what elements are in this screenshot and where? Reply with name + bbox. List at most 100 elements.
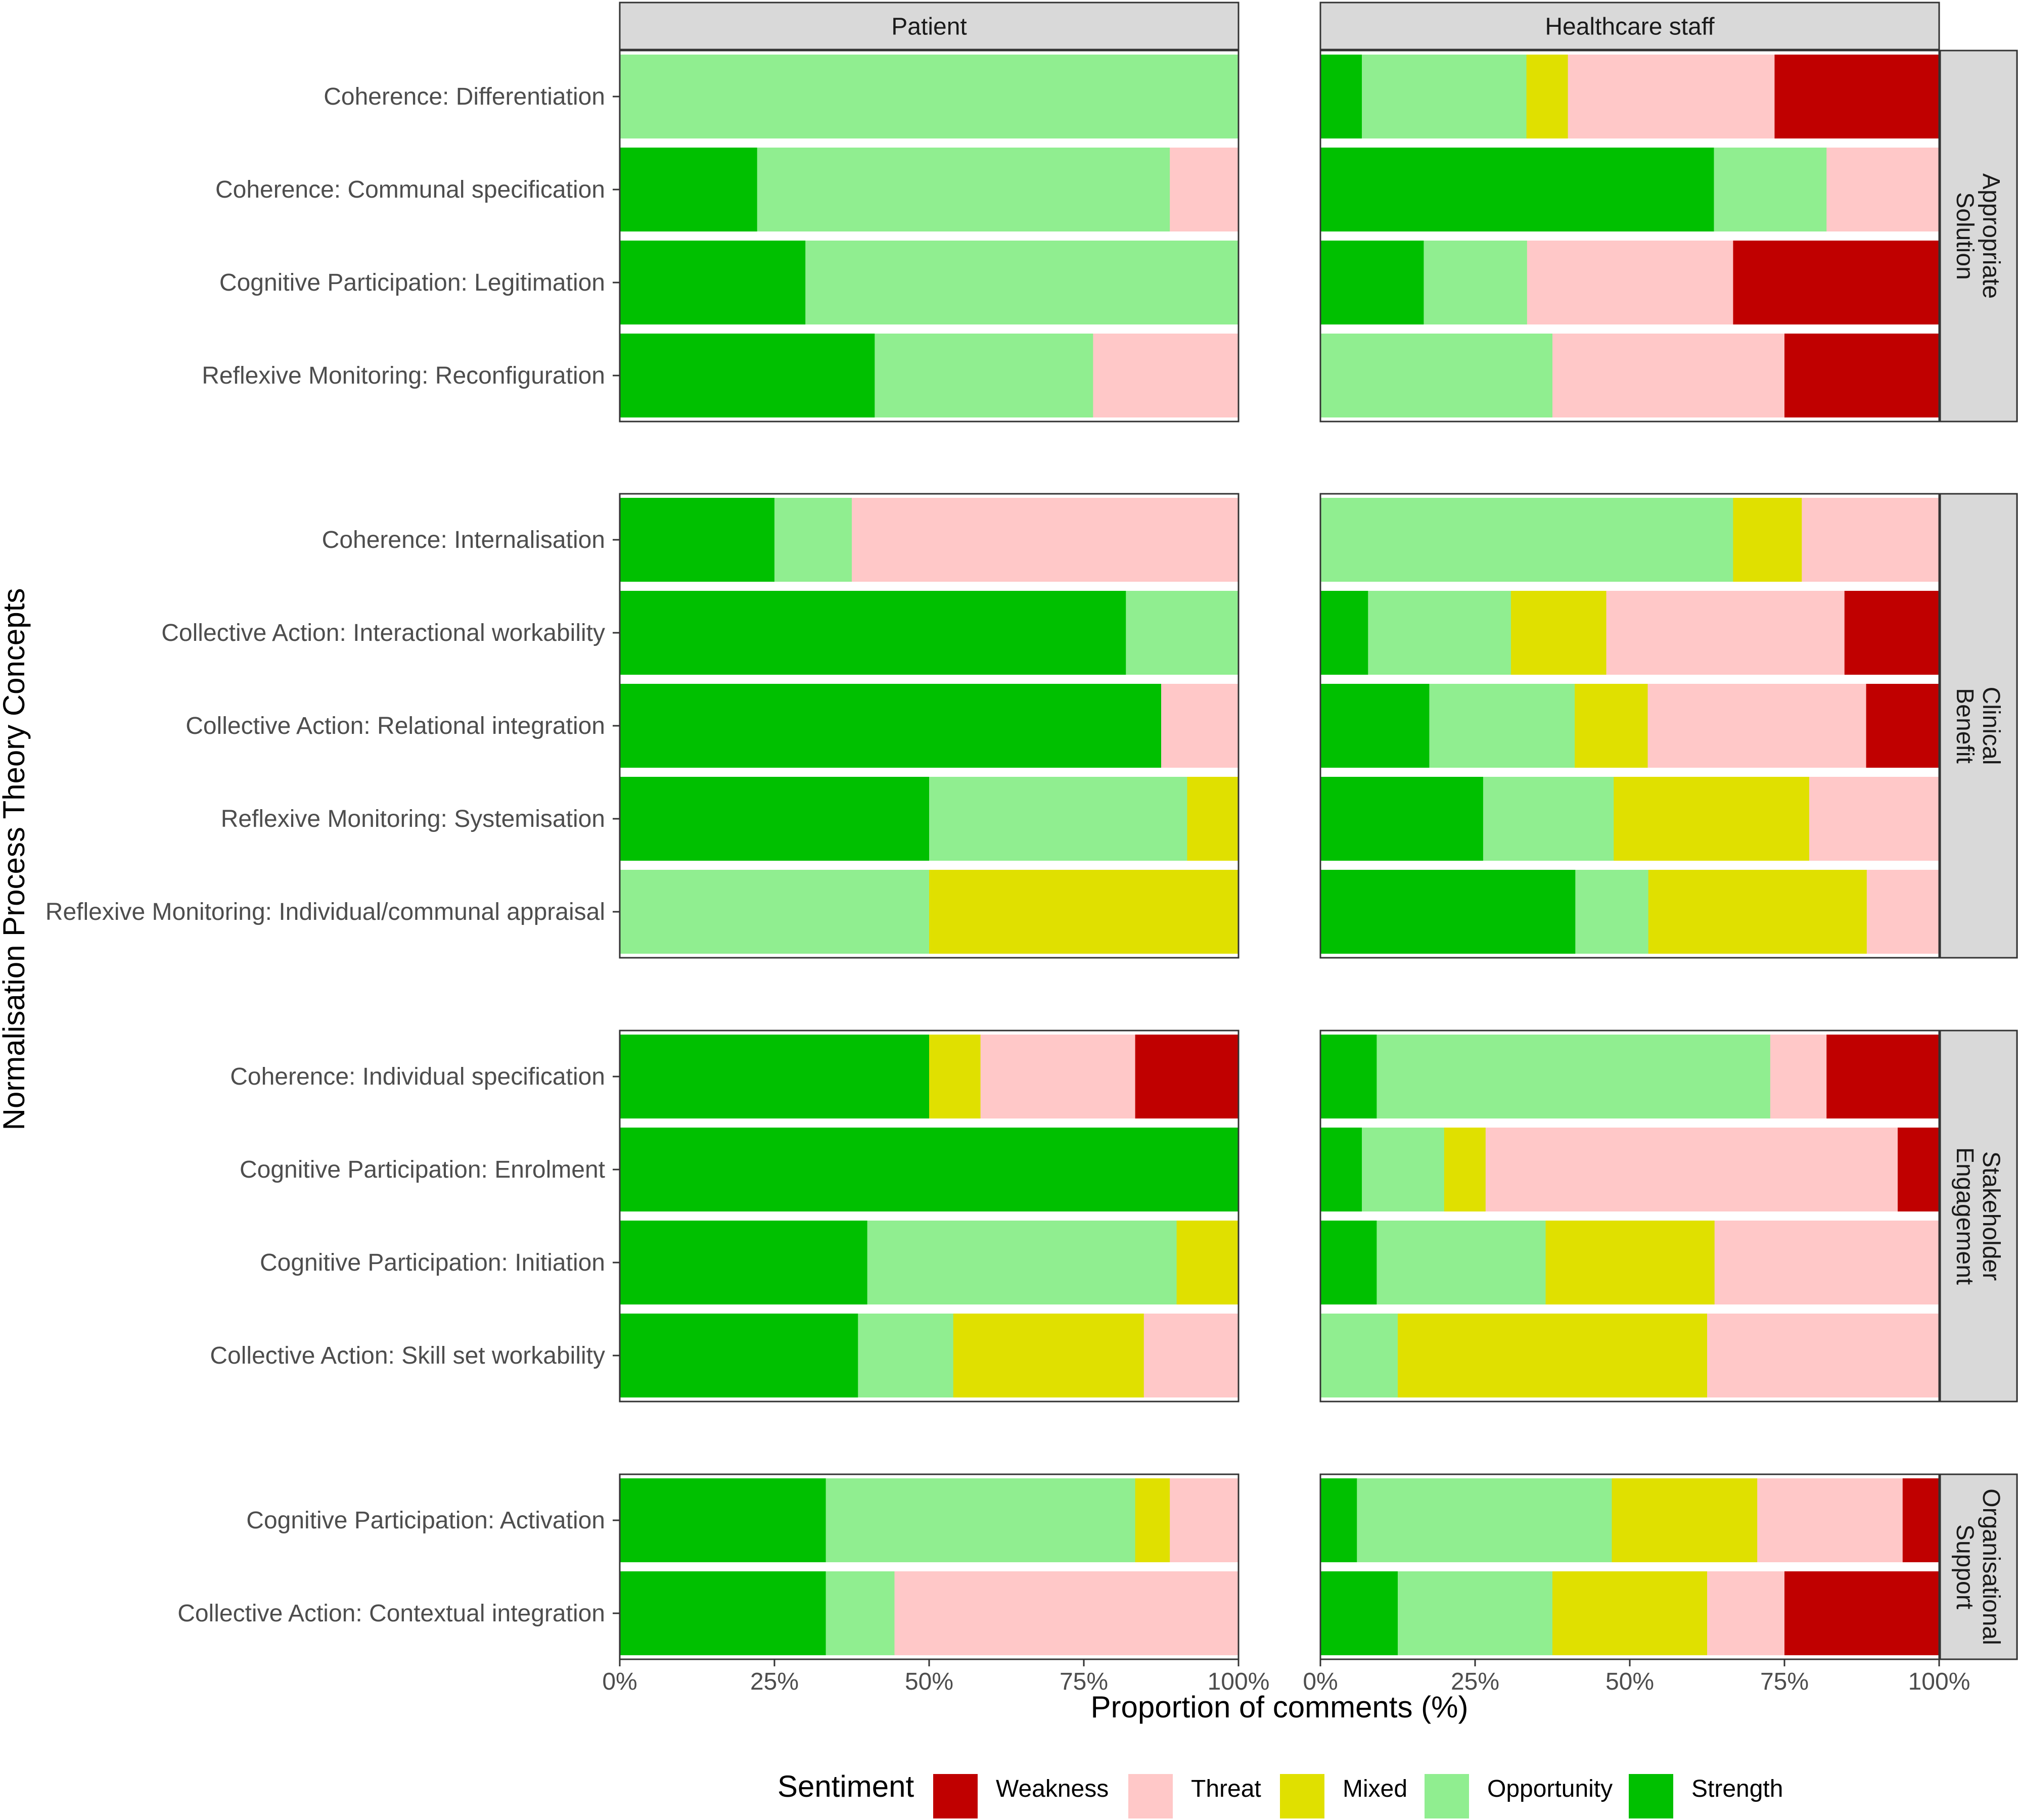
bar-segment-threat [1568,55,1775,138]
row-label: Coherence: Communal specification [215,176,605,203]
bar-segment-strength [1320,1128,1362,1211]
row-label: Cognitive Participation: Initiation [260,1249,605,1276]
bar-segment-threat [1170,148,1239,231]
bar-segment-weakness [1784,334,1940,417]
panel-title: Patient [891,14,967,40]
legend-label: Threat [1191,1776,1261,1802]
facet-strip-text: Clinical [1978,687,2004,765]
bar-segment-opportunity [858,1314,954,1397]
bar-segment-mixed [1733,498,1802,582]
bar-segment-threat [1757,1478,1903,1562]
bar-segment-threat [1170,1478,1239,1562]
bar-segment-strength [620,684,1162,768]
bar-segment-opportunity [805,241,1239,324]
bar-segment-weakness [1826,1035,1940,1118]
bar-segment-strength [620,241,806,324]
legend-key-mixed [1280,1774,1324,1818]
bar-segment-strength [620,1221,868,1304]
bar-segment-threat [980,1035,1136,1118]
bar-segment-threat [1770,1035,1827,1118]
bar-segment-mixed [929,870,1239,954]
panel-strip-1 [1319,2,1940,51]
x-tick-label: 100% [1208,1668,1270,1695]
bar-segment-opportunity [825,1478,1136,1562]
row-label: Coherence: Differentiation [324,83,605,110]
bar-segment-threat [1161,684,1239,768]
bar-segment-strength [1320,1221,1377,1304]
bar-segment-threat [1866,870,1940,954]
bar-segment-opportunity [1429,684,1575,768]
bar-segment-opportunity [1424,241,1528,324]
bar-segment-threat [1809,777,1940,861]
x-tick-label: 50% [905,1668,953,1695]
x-tick-label: 25% [1451,1668,1499,1695]
bar-segment-threat [1485,1128,1898,1211]
bar-segment-opportunity [825,1571,895,1655]
row-label: Reflexive Monitoring: Systemisation [221,806,605,832]
bar-segment-mixed [1176,1221,1239,1304]
bar-segment-strength [1320,870,1576,954]
x-tick-label: 100% [1908,1668,1970,1695]
bar-segment-strength [1320,1571,1398,1655]
facet-strip-text: Support [1951,1524,1978,1609]
bar-segment-opportunity [1377,1035,1771,1118]
row-label: Cognitive Participation: Enrolment [240,1156,605,1183]
y-axis-title-group: Normalisation Process Theory Concepts [0,588,31,1131]
bar-segment-threat [894,1571,1239,1655]
bar-segment-mixed [1612,1478,1758,1562]
bar-segment-strength [620,1478,827,1562]
bar-segment-threat [1647,684,1867,768]
row-label: Collective Action: Interactional workabi… [161,620,605,646]
bar-segment-mixed [1552,1571,1708,1655]
bar-segment-mixed [1545,1221,1715,1304]
bar-segment-mixed [1444,1128,1486,1211]
bar-segment-opportunity [1357,1478,1613,1562]
bar-segment-opportunity [1483,777,1614,861]
bar-segment-threat [1707,1314,1940,1397]
bar-segment-opportunity [929,777,1187,861]
bar-segment-strength [1320,1478,1357,1562]
bar-segment-strength [1320,55,1362,138]
x-axis-title: Proportion of comments (%) [1091,1690,1469,1724]
bar-segment-mixed [1135,1478,1170,1562]
bar-segment-threat [1826,148,1940,231]
bar-segment-opportunity [867,1221,1177,1304]
legend-key-strength [1629,1774,1673,1818]
bar-segment-strength [620,334,875,417]
bar-segment-strength [620,591,1126,675]
row-label: Coherence: Individual specification [230,1063,605,1090]
facet-strip-text: Organisational [1978,1488,2004,1645]
bar-segment-opportunity [620,55,1239,138]
panel-strip-0 [619,2,1240,51]
bar-segment-weakness [1866,684,1940,768]
bar-segment-threat [852,498,1239,582]
legend-label: Mixed [1343,1776,1407,1802]
x-tick-label: 50% [1606,1668,1654,1695]
row-label: Collective Action: Contextual integratio… [177,1600,605,1627]
row-label: Collective Action: Skill set workability [210,1342,605,1369]
row-label: Reflexive Monitoring: Individual/communa… [45,899,605,925]
x-tick-label: 75% [1060,1668,1108,1695]
row-label: Reflexive Monitoring: Reconfiguration [202,362,605,389]
facet-strip-2 [1939,1030,2018,1403]
bar-segment-opportunity [1575,870,1649,954]
bar-segment-mixed [953,1314,1144,1397]
bar-segment-mixed [1398,1314,1708,1397]
x-tick-label: 25% [750,1668,799,1695]
bar-segment-mixed [1187,777,1239,861]
panel-border [1319,50,1940,423]
panel-title: Healthcare staff [1545,14,1715,40]
bar-segment-mixed [929,1035,981,1118]
facet-strip-1 [1939,493,2018,959]
panel-border [1319,493,1940,959]
row-label: Collective Action: Relational integratio… [186,713,605,739]
bar-segment-strength [1320,777,1484,861]
panel-border [619,50,1240,423]
bar-segment-weakness [1784,1571,1940,1655]
bar-segment-strength [620,777,930,861]
bar-segment-mixed [1614,777,1810,861]
